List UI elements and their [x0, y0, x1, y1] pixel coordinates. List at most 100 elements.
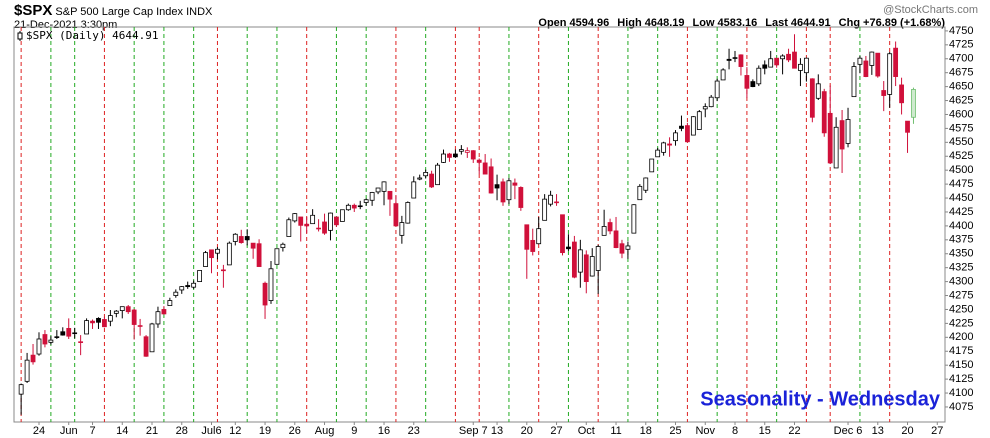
- y-tick-label: 4700: [949, 53, 973, 65]
- candle-body: [286, 219, 292, 237]
- candle-body: [84, 320, 89, 335]
- y-tick-label: 4150: [949, 359, 973, 371]
- candle-body: [637, 185, 643, 201]
- candle-body: [143, 336, 149, 357]
- candle-body: [453, 153, 458, 158]
- candle-body: [732, 57, 738, 59]
- x-tick-label: 27: [931, 425, 943, 437]
- candle-body: [78, 341, 84, 343]
- x-tick-label: 13: [491, 425, 503, 437]
- candle-body: [685, 125, 690, 143]
- candle-body: [601, 226, 607, 236]
- candle-body: [60, 331, 66, 336]
- x-tick-label: 23: [408, 425, 420, 437]
- candle-body: [893, 47, 899, 77]
- y-tick-label: 4175: [949, 345, 973, 357]
- y-tick-label: 4075: [949, 401, 973, 413]
- y-tick-label: 4550: [949, 136, 973, 148]
- y-tick-label: 4325: [949, 262, 973, 274]
- candle-body: [905, 120, 910, 133]
- candle-body: [393, 203, 399, 227]
- candle-body: [821, 91, 827, 134]
- candle-body: [351, 204, 357, 209]
- candle-body: [720, 69, 726, 81]
- candle-body: [690, 116, 696, 136]
- candle-body: [322, 221, 327, 234]
- candle-body: [167, 300, 173, 306]
- x-tick-label: Jun: [60, 425, 78, 437]
- candle-body: [548, 194, 553, 205]
- quote-value: 4644.91: [790, 17, 831, 29]
- candle-body: [232, 233, 238, 242]
- candle-body: [429, 173, 435, 188]
- index-name: S&P 500 Large Cap Index: [55, 6, 184, 18]
- candle-body: [554, 201, 559, 204]
- exchange: INDX: [186, 6, 213, 18]
- y-tick-label: 4650: [949, 81, 973, 93]
- x-tick-label: 12: [229, 425, 241, 437]
- candle-body: [780, 55, 785, 60]
- candle-body: [30, 354, 36, 363]
- x-tick-label: 28: [176, 425, 188, 437]
- candle-body: [119, 306, 125, 311]
- candle-body: [577, 249, 583, 273]
- candle-body: [137, 325, 143, 327]
- candle-body: [42, 334, 48, 345]
- x-tick-label: 22: [788, 425, 800, 437]
- candle-body: [560, 214, 565, 254]
- candle-body: [72, 332, 78, 335]
- x-tick-label: Sep 7: [459, 425, 488, 437]
- candle-body: [149, 323, 155, 353]
- candle-body: [524, 224, 530, 250]
- y-tick-label: 4400: [949, 220, 973, 232]
- candle-body: [36, 338, 42, 355]
- candle-body: [566, 246, 571, 250]
- y-tick-label: 4600: [949, 108, 973, 120]
- candle-body: [113, 310, 119, 314]
- candle-body: [911, 89, 916, 118]
- y-tick-label: 4725: [949, 39, 973, 51]
- x-tick-label: Oct: [578, 425, 595, 437]
- candle-body: [328, 212, 333, 231]
- candle-body: [571, 241, 577, 278]
- candle-body: [679, 125, 684, 129]
- candle-body: [256, 243, 262, 267]
- y-tick-label: 4575: [949, 122, 973, 134]
- x-tick-label: 16: [378, 425, 390, 437]
- candle-body: [476, 159, 482, 163]
- candle-body: [316, 227, 321, 230]
- x-tick-label: 27: [550, 425, 562, 437]
- candle-body: [203, 252, 208, 267]
- candle-body: [536, 228, 542, 245]
- x-tick-label: 8: [732, 425, 738, 437]
- quote-value: 4594.96: [569, 17, 610, 29]
- candle-body: [702, 106, 708, 110]
- x-tick-label: 20: [521, 425, 533, 437]
- candle-body: [102, 319, 107, 328]
- x-tick-label: 15: [759, 425, 771, 437]
- quote-value: +76.89 (+1.68%): [863, 17, 945, 29]
- candle-body: [661, 142, 667, 153]
- candle-body: [589, 256, 595, 277]
- candle-body: [464, 150, 470, 153]
- x-tick-label: 18: [640, 425, 652, 437]
- y-tick-label: 4525: [949, 150, 973, 162]
- candle-body: [708, 96, 714, 108]
- x-tick-label: Nov: [695, 425, 715, 437]
- candle-body: [744, 75, 750, 89]
- x-tick-label: 20: [901, 425, 913, 437]
- candle-body: [798, 63, 803, 71]
- candle-body: [458, 149, 464, 152]
- quote-value: 4648.19: [644, 17, 685, 29]
- x-tick-label: 25: [669, 425, 681, 437]
- candle-body: [756, 67, 762, 85]
- candle-body: [887, 53, 893, 95]
- candle-body: [750, 81, 756, 88]
- candle-body: [506, 180, 512, 201]
- candle-body: [595, 246, 601, 271]
- x-tick-label: 13: [872, 425, 884, 437]
- candle-body: [262, 282, 268, 306]
- candle-body: [809, 78, 815, 118]
- candle-body: [268, 268, 274, 301]
- y-tick-label: 4275: [949, 289, 973, 301]
